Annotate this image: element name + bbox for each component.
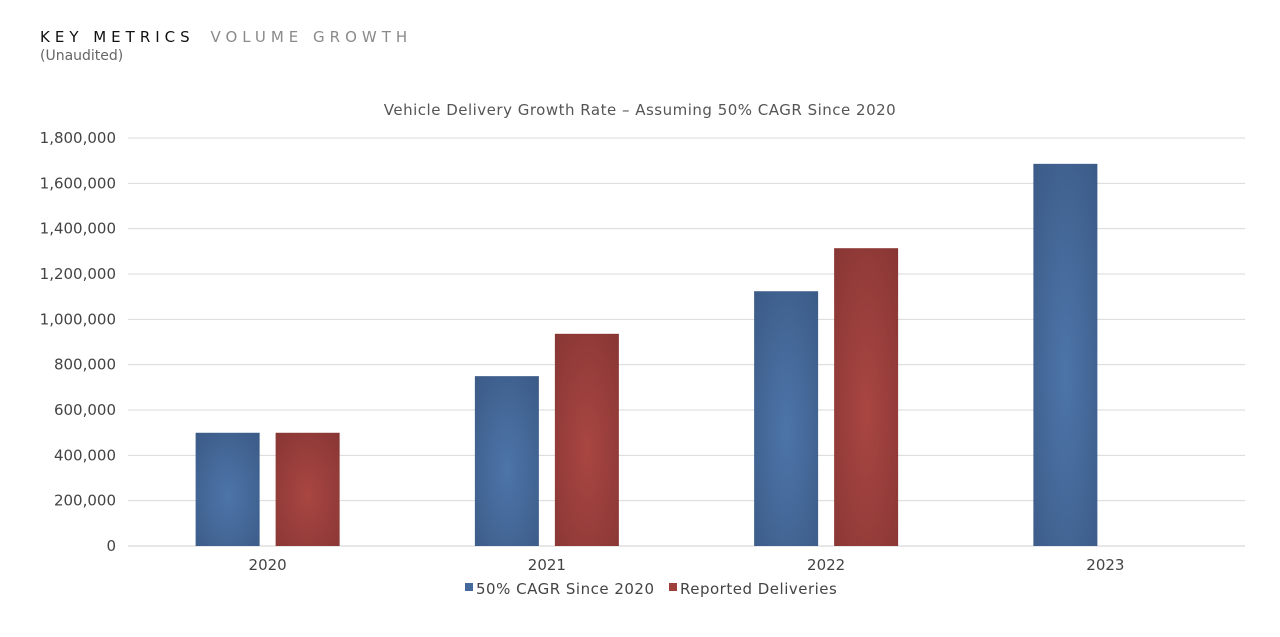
legend-swatch-reported	[669, 583, 677, 591]
chart-title: Vehicle Delivery Growth Rate – Assuming …	[384, 101, 896, 119]
bar-reported	[275, 432, 340, 546]
y-tick-label: 1,600,000	[40, 174, 116, 192]
y-tick-label: 1,000,000	[40, 310, 116, 328]
section-title: KEY METRICS VOLUME GROWTH	[40, 28, 412, 46]
y-tick-label: 1,800,000	[40, 129, 116, 147]
bars	[195, 163, 1098, 546]
y-axis: 0 200,000 400,000 600,000 800,000 1,000,000 1,…	[40, 129, 116, 555]
x-tick-label: 2022	[807, 556, 845, 574]
y-tick-label: 1,400,000	[40, 220, 116, 238]
x-tick-label: 2021	[528, 556, 566, 574]
bar-cagr	[474, 376, 539, 546]
legend: 50% CAGR Since 2020 Reported Deliveries	[465, 580, 837, 598]
x-tick-label: 2023	[1086, 556, 1124, 574]
bar-cagr	[1033, 163, 1098, 546]
x-axis: 2020 2021 2022 2023	[249, 556, 1125, 574]
bar-cagr	[754, 291, 819, 546]
legend-label-reported: Reported Deliveries	[680, 580, 837, 598]
y-tick-label: 400,000	[54, 446, 116, 464]
y-tick-label: 0	[106, 537, 116, 555]
page-header: KEY METRICS VOLUME GROWTH (Unaudited)	[40, 28, 412, 64]
x-tick-label: 2020	[249, 556, 287, 574]
legend-swatch-cagr	[465, 583, 473, 591]
bar-reported	[834, 248, 899, 546]
bar-reported	[554, 333, 619, 546]
bar-cagr	[195, 432, 260, 546]
subtitle-unaudited: (Unaudited)	[40, 48, 124, 64]
y-tick-label: 200,000	[54, 492, 116, 510]
title-volume-growth: VOLUME GROWTH	[210, 28, 413, 46]
y-tick-label: 600,000	[54, 401, 116, 419]
legend-label-cagr: 50% CAGR Since 2020	[476, 580, 655, 598]
y-tick-label: 1,200,000	[40, 265, 116, 283]
title-key-metrics: KEY METRICS	[40, 28, 195, 46]
y-tick-label: 800,000	[54, 356, 116, 374]
